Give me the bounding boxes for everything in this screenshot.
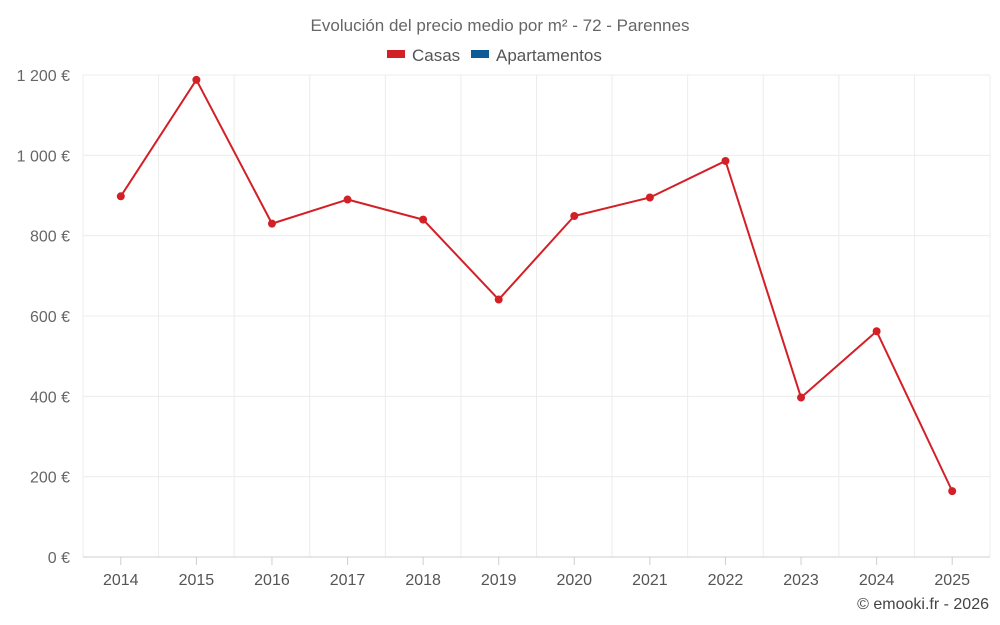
data-point-casas-2018[interactable] xyxy=(419,215,428,224)
legend-label-casas: Casas xyxy=(412,46,460,65)
y-tick-label: 200 € xyxy=(30,470,70,487)
data-point-casas-2025[interactable] xyxy=(948,487,957,496)
x-tick-label: 2020 xyxy=(556,572,592,589)
data-point-casas-2020[interactable] xyxy=(570,211,579,220)
y-tick-label: 0 € xyxy=(48,550,70,567)
x-tick-label: 2021 xyxy=(632,572,668,589)
data-point-casas-2017[interactable] xyxy=(343,195,352,204)
y-tick-label: 800 € xyxy=(30,229,70,246)
legend-item-apartamentos[interactable]: Apartamentos xyxy=(471,46,602,65)
data-point-casas-2019[interactable] xyxy=(494,295,503,304)
legend-label-apartamentos: Apartamentos xyxy=(496,46,602,65)
x-tick-label: 2025 xyxy=(934,572,970,589)
chart-title: Evolución del precio medio por m² - 72 -… xyxy=(311,16,690,35)
x-tick-label: 2014 xyxy=(103,572,139,589)
data-point-casas-2024[interactable] xyxy=(872,327,881,336)
x-tick-label: 2017 xyxy=(330,572,366,589)
data-point-casas-2021[interactable] xyxy=(645,193,654,202)
x-tick-label: 2015 xyxy=(179,572,215,589)
legend-swatch-casas xyxy=(387,50,405,58)
x-tick-label: 2022 xyxy=(708,572,744,589)
data-point-casas-2022[interactable] xyxy=(721,156,730,165)
x-tick-label: 2024 xyxy=(859,572,895,589)
credit-text: © emooki.fr - 2026 xyxy=(857,596,989,613)
series xyxy=(116,75,957,496)
x-axis-ticks: 2014 2015 2016 2017 2018 2019 2020 2021 2022 2023… xyxy=(103,557,970,589)
y-axis-ticks: 0 € 200 € 400 € 600 € 800 € 1 000 € 1 200 € xyxy=(17,68,70,567)
y-tick-label: 1 200 € xyxy=(17,68,70,85)
series-line-casas xyxy=(119,78,954,492)
legend-swatch-apartamentos xyxy=(471,50,489,58)
y-tick-label: 600 € xyxy=(30,309,70,326)
x-tick-label: 2016 xyxy=(254,572,290,589)
data-point-casas-2016[interactable] xyxy=(267,219,276,228)
y-tick-label: 1 000 € xyxy=(17,148,70,165)
data-point-casas-2015[interactable] xyxy=(192,75,201,84)
x-tick-label: 2019 xyxy=(481,572,517,589)
legend: Casas Apartamentos xyxy=(387,46,602,65)
x-tick-label: 2018 xyxy=(405,572,441,589)
y-tick-label: 400 € xyxy=(30,389,70,406)
data-point-casas-2014[interactable] xyxy=(116,192,125,201)
data-point-casas-2023[interactable] xyxy=(797,393,806,402)
grid xyxy=(82,74,991,558)
x-tick-label: 2023 xyxy=(783,572,819,589)
legend-item-casas[interactable]: Casas xyxy=(387,46,460,65)
